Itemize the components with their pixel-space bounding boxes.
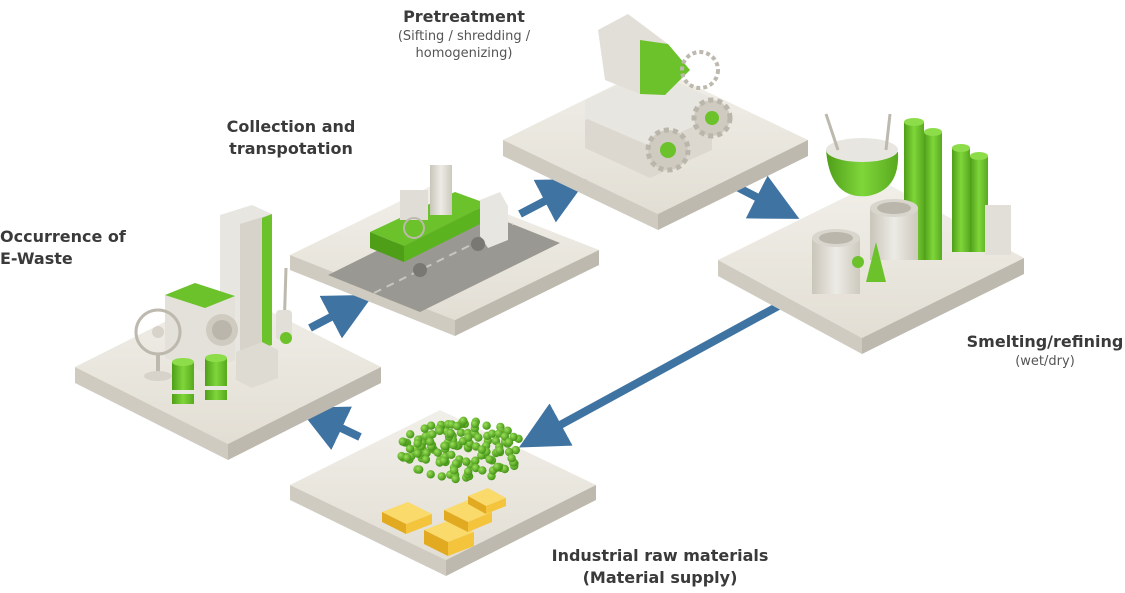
metal-pellet [446,428,455,438]
metal-pellet [456,428,466,437]
metal-pellet [415,465,424,474]
metal-pellet [478,466,487,475]
metal-pellet [413,449,422,458]
metal-pellet [440,441,450,451]
metal-pellet [485,455,494,464]
battery-icon [172,354,227,404]
metal-pellet [447,450,456,459]
pretreatment-sub-line2: homogenizing) [415,46,513,62]
platform-occurrence [75,205,381,460]
pretreatment-title: Pretreatment [403,7,525,26]
occurrence-title-line1: Occurrence of [0,227,126,246]
collection-title-line1: Collection and [226,117,356,136]
metal-pellet [451,459,461,468]
arrow-industrial-to-occurrence [298,406,362,450]
occurrence-title-line2: E-Waste [0,248,73,268]
metal-pellet [511,445,520,455]
metal-pellet [504,438,514,447]
metal-pellet [462,457,471,466]
metal-pellet [405,444,415,453]
arrow-occurrence-to-collection [308,294,374,339]
metal-pellet [449,441,458,450]
electric-fan-icon [134,308,182,381]
truck-icon [370,165,508,277]
smelting-title: Smelting/refining [966,332,1124,351]
metal-pellet [464,433,473,442]
label-occurrence-of-e-waste: Occurrence of E-Waste [0,226,130,269]
metal-pellet [487,429,497,438]
label-smelting-refining: Smelting/refining (wet/dry) [950,331,1125,370]
metal-pellet [435,426,444,436]
collection-title-line2: transpotation [229,138,353,158]
metal-pellet [420,424,429,433]
metal-pellet [495,446,504,455]
platform-smelting [718,113,1024,354]
gear-icon [645,97,733,173]
metal-pellets-icon [397,416,523,484]
metal-pellet [459,416,468,425]
metal-pellet [433,448,442,457]
pretreatment-sub-line1: (Sifting / shredding / [397,28,531,44]
platform-collection [290,165,599,336]
metal-pellet [471,463,481,473]
box-icon [236,342,278,388]
arrow-smelting-to-industrial [518,300,784,448]
metal-pellet [406,430,415,439]
smelting-sub: (wet/dry) [1015,353,1075,369]
label-pretreatment: Pretreatment (Sifting / shredding / homo… [372,6,556,63]
metal-pellet [451,474,460,484]
vacuum-cleaner-icon [276,267,292,344]
metal-pellet [413,439,422,448]
industrial-title-line1: Industrial raw materials [551,546,769,565]
metal-pellet [437,472,446,481]
flow-arrows [298,175,800,450]
metal-pellet [426,470,435,479]
metal-pellet [428,430,437,439]
metal-pellet [421,455,431,464]
metal-pellet [507,454,516,463]
metal-pellet [426,421,436,430]
metal-pellet [422,448,431,458]
label-industrial-raw-materials: Industrial raw materials (Material suppl… [540,545,780,588]
metal-pellet [470,419,480,429]
metal-pellet [425,437,435,446]
metal-pellet [471,456,480,465]
metal-pellet [453,421,462,431]
arrow-collection-to-pretreatment [518,178,588,223]
metal-pellet [450,466,459,475]
metal-pellet [493,462,502,472]
metal-pellet [482,421,491,430]
gold-bar-icon [382,488,506,556]
metal-pellet [464,467,473,476]
platform-pretreatment [503,14,808,230]
washing-machine-icon [165,283,238,372]
ladle-icon [824,113,899,197]
metal-pellet [403,453,412,463]
metal-pellet [398,437,407,446]
platform-industrial [290,410,596,576]
metal-pellet [474,433,483,442]
label-collection-and-transportation: Collection and transpotation [208,116,374,159]
industrial-title-line2: (Material supply) [582,567,738,587]
chimney-icon [904,118,1011,260]
metal-pellet [439,456,449,465]
arrow-pretreatment-to-smelting [733,175,800,219]
metal-pellet [477,445,487,454]
crucible-icon [812,199,918,294]
